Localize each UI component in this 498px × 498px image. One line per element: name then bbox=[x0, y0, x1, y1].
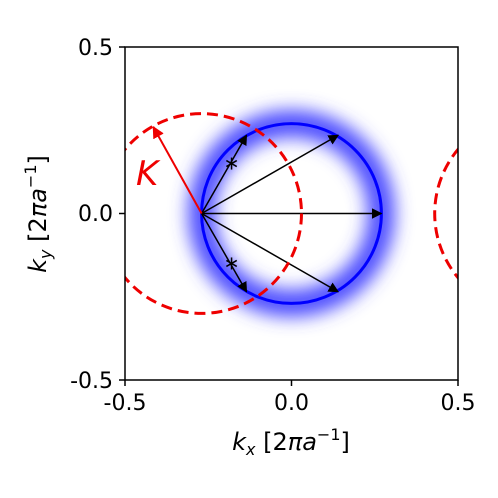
k-vector-label: K bbox=[136, 154, 161, 194]
y-ticks bbox=[119, 46, 125, 381]
y-tick-label: 0.5 bbox=[78, 36, 113, 61]
star-marker-group bbox=[225, 157, 238, 270]
x-tick-label: 0.5 bbox=[441, 391, 476, 416]
y-tick-label: -0.5 bbox=[70, 369, 113, 394]
x-ticks bbox=[124, 380, 459, 386]
star-marker bbox=[225, 157, 238, 170]
arrow bbox=[200, 213, 248, 293]
y-tick-label: 0.0 bbox=[78, 202, 113, 227]
red-dashed-circle-group bbox=[125, 112, 458, 315]
x-tick-label: 0.0 bbox=[274, 391, 309, 416]
x-axis-label: kx [2πa−1] bbox=[232, 425, 350, 459]
k-vector-arrow bbox=[152, 125, 203, 214]
red-dashed-circle bbox=[125, 112, 303, 315]
arrow bbox=[201, 212, 340, 293]
arrow-group bbox=[200, 134, 383, 293]
red-dashed-circle bbox=[433, 147, 458, 280]
arrow bbox=[201, 134, 340, 215]
arrow bbox=[200, 134, 248, 214]
x-tick-label: -0.5 bbox=[104, 391, 147, 416]
plot-area bbox=[125, 110, 458, 317]
y-axis-label: ky [2πa−1] bbox=[21, 155, 55, 273]
star-marker bbox=[225, 257, 238, 270]
